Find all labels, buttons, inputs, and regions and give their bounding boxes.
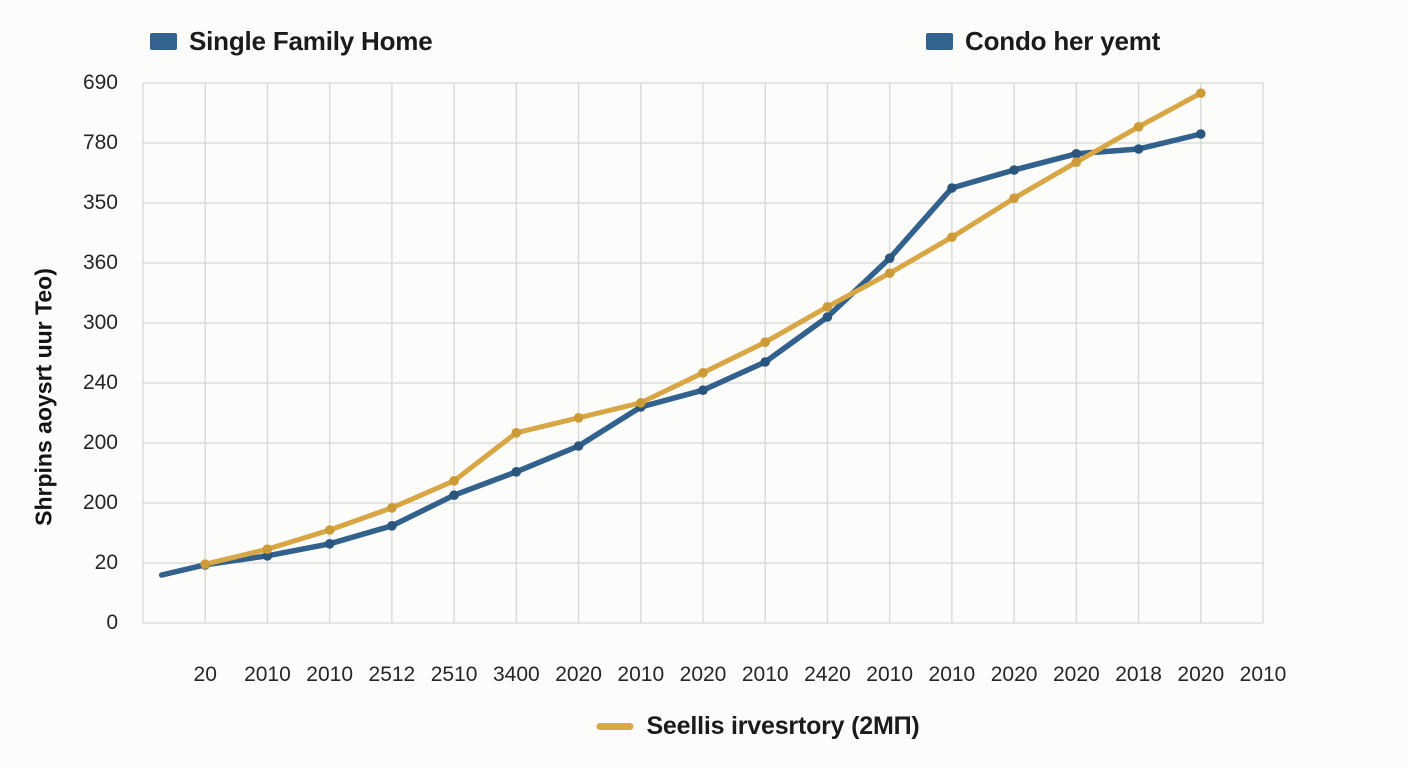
x-tick-label: 2010 bbox=[617, 663, 665, 686]
legend-swatch-icon bbox=[150, 32, 177, 50]
data-point-marker bbox=[324, 539, 335, 549]
legend-label: Seellis irvesrtory (2MΠ) bbox=[646, 712, 920, 740]
data-point-marker bbox=[573, 413, 584, 423]
legend-dash-icon bbox=[596, 723, 634, 730]
x-tick-label: 2010 bbox=[866, 663, 914, 686]
data-point-marker bbox=[387, 521, 397, 531]
data-point-marker bbox=[511, 428, 522, 438]
series-line-blue-line bbox=[158, 131, 1204, 578]
y-tick-label: 350 bbox=[82, 191, 118, 214]
x-tick-label: 2020 bbox=[679, 663, 727, 686]
data-point-marker bbox=[573, 441, 584, 451]
y-tick-label: 20 bbox=[94, 551, 118, 574]
data-point-marker bbox=[1133, 144, 1144, 154]
x-tick-label: 2010 bbox=[928, 663, 976, 686]
data-point-marker bbox=[884, 253, 895, 263]
data-point-marker bbox=[698, 368, 708, 378]
y-tick-label: 200 bbox=[82, 431, 118, 454]
x-tick-label: 2010 bbox=[244, 663, 291, 686]
data-point-marker bbox=[262, 551, 273, 561]
x-tick-label: 2020 bbox=[1177, 663, 1225, 686]
data-point-marker bbox=[324, 525, 335, 535]
data-point-marker bbox=[947, 232, 957, 242]
x-tick-label: 2020 bbox=[555, 663, 602, 686]
data-point-marker bbox=[698, 385, 708, 396]
y-tick-label: 690 bbox=[82, 71, 118, 94]
data-point-marker bbox=[1009, 165, 1019, 175]
x-tick-label: 2018 bbox=[1115, 663, 1162, 686]
data-point-marker bbox=[822, 302, 833, 312]
y-tick-label: 200 bbox=[82, 491, 118, 514]
x-tick-label: 2010 bbox=[306, 663, 354, 686]
data-point-marker bbox=[1133, 122, 1144, 132]
legend-swatch-icon bbox=[926, 32, 953, 50]
x-tick-label: 2512 bbox=[368, 663, 416, 686]
x-tick-label: 2010 bbox=[1239, 663, 1287, 686]
data-point-marker bbox=[1071, 149, 1082, 159]
legend-item-sellers-inventory: Seellis irvesrtory (2MΠ) bbox=[596, 712, 920, 741]
y-tick-label: 0 bbox=[106, 611, 118, 634]
data-point-marker bbox=[760, 357, 770, 367]
y-tick-label: 360 bbox=[82, 251, 118, 274]
data-point-marker bbox=[1196, 88, 1206, 98]
x-tick-label: 2020 bbox=[990, 663, 1038, 686]
x-tick-label: 20 bbox=[193, 663, 217, 686]
x-tick-label: 2010 bbox=[741, 663, 789, 686]
data-point-marker bbox=[1196, 129, 1206, 139]
x-tick-label: 2020 bbox=[1052, 663, 1100, 686]
legend-label: Condo her yemt bbox=[965, 25, 1161, 56]
y-tick-label: 780 bbox=[82, 131, 118, 154]
x-tick-label: 3400 bbox=[492, 663, 540, 686]
data-point-marker bbox=[1009, 193, 1019, 203]
data-point-marker bbox=[947, 183, 957, 193]
data-point-marker bbox=[262, 544, 273, 554]
legend-item-condo: Condo her yemt bbox=[926, 25, 1161, 56]
data-point-marker bbox=[200, 559, 210, 569]
y-tick-label: 240 bbox=[82, 371, 118, 394]
data-point-marker bbox=[511, 467, 522, 477]
data-point-marker bbox=[449, 476, 459, 486]
data-point-marker bbox=[760, 337, 770, 348]
data-point-marker bbox=[1071, 157, 1082, 167]
x-tick-label: 2510 bbox=[430, 663, 478, 686]
data-point-marker bbox=[884, 268, 895, 279]
data-point-marker bbox=[636, 398, 646, 408]
data-point-marker bbox=[822, 312, 833, 322]
y-tick-label: 300 bbox=[82, 311, 118, 334]
legend-item-single-family-home: Single Family Home bbox=[150, 25, 433, 56]
x-tick-label: 2420 bbox=[804, 663, 851, 686]
legend-label: Single Family Home bbox=[189, 25, 433, 56]
data-point-marker bbox=[387, 503, 397, 513]
data-point-marker bbox=[449, 490, 459, 501]
